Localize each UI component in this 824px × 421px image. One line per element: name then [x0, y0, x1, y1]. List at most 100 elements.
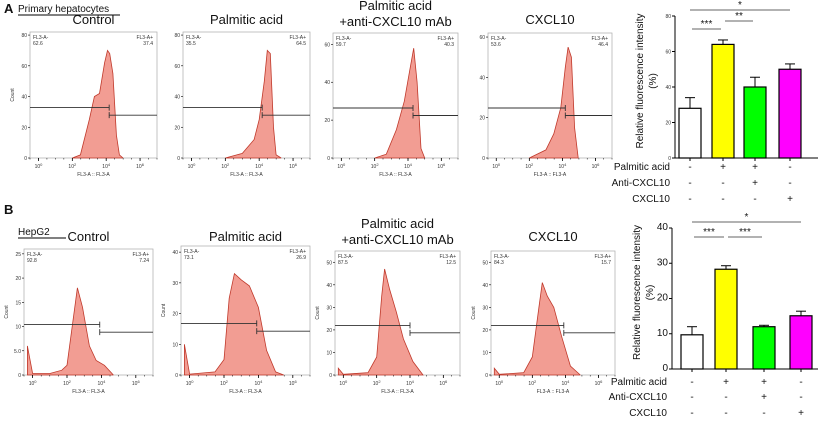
gate-neg-value: 92.8: [27, 258, 37, 264]
histogram-title: Palmitic acid: [359, 0, 432, 13]
x-tick-label: 104: [559, 162, 568, 170]
y-tick-label: 40: [172, 250, 178, 256]
x-tick-label: 100: [188, 162, 197, 170]
y-tick-label: 20: [174, 125, 180, 131]
y-tick-label: 20: [326, 328, 332, 334]
y-tick-label: 20: [479, 116, 485, 122]
y-tick-label: 5.0: [14, 349, 21, 355]
significance-label: ***: [739, 227, 751, 238]
histogram-title: +anti-CXCL10 mAb: [341, 232, 453, 247]
histogram-panel: 100 102 104 106: [486, 32, 613, 170]
y-tick-label: 0: [485, 373, 488, 379]
gate-neg-value: 84.3: [494, 260, 504, 266]
y-tick-label: 60: [174, 64, 180, 70]
condition-sign: -: [688, 178, 691, 189]
histogram-title: +anti-CXCL10 mAb: [339, 14, 451, 29]
x-tick-label: 102: [525, 162, 534, 170]
y-tick-label: 20: [21, 125, 27, 131]
gate-pos-label: FL3-A+: [289, 249, 306, 255]
condition-sign: +: [723, 377, 729, 388]
gate-neg-value: 35.5: [186, 41, 196, 47]
y-tick-label: 40: [482, 283, 488, 289]
x-axis-label: FL3-A :: FL3-A: [379, 172, 412, 178]
condition-sign: +: [752, 178, 758, 189]
condition-label: Anti-CXCL10: [612, 178, 671, 189]
histogram-title: CXCL10: [525, 12, 574, 27]
x-tick-label: 102: [68, 162, 77, 170]
histogram-panel: 100 102 104 106: [331, 32, 459, 170]
y-tick-label: 15: [15, 300, 21, 306]
significance-label: *: [745, 212, 749, 223]
gate-positive: [108, 112, 157, 119]
y-tick-label: 80: [174, 33, 180, 39]
panel-cell-type: HepG2: [18, 227, 50, 238]
bar: [711, 43, 735, 159]
gate-neg-label: FL3-A-: [491, 36, 507, 42]
x-axis-label: FL3-A :: FL3-A: [230, 172, 263, 178]
y-axis-label: Relative fluorescence intensity: [632, 225, 643, 360]
condition-sign: -: [721, 178, 724, 189]
y-tick-label: 60: [665, 50, 671, 56]
y-tick-label: 30: [326, 305, 332, 311]
condition-label: Palmitic acid: [614, 162, 670, 173]
x-tick-label: 102: [63, 379, 72, 387]
condition-sign: +: [761, 377, 767, 388]
condition-sign: -: [721, 194, 724, 205]
x-tick-label: 106: [136, 162, 145, 170]
y-tick-label: 10: [482, 350, 488, 356]
gate-positive: [99, 329, 153, 336]
gate-positive: [256, 328, 310, 335]
y-tick-label: 30: [482, 305, 488, 311]
histogram-area: [529, 46, 579, 159]
y-tick-label: 20: [657, 293, 669, 304]
histogram-area: [493, 282, 581, 376]
gate-pos-value: 26.9: [296, 255, 306, 261]
significance-label: *: [738, 0, 742, 11]
condition-sign: -: [690, 392, 693, 403]
histogram-title: CXCL10: [528, 229, 577, 244]
y-tick-label: 20: [15, 276, 21, 282]
y-tick-label: 50: [482, 260, 488, 266]
x-tick-label: 102: [220, 379, 229, 387]
gate-positive: [261, 112, 310, 119]
gate-pos-value: 40.3: [444, 42, 454, 48]
y-tick-label: 0: [177, 156, 180, 162]
condition-sign: -: [799, 392, 802, 403]
gate-pos-value: 15.7: [601, 260, 611, 266]
gate-neg-value: 87.5: [338, 260, 348, 266]
x-tick-label: 104: [562, 379, 571, 387]
x-tick-label: 102: [373, 379, 382, 387]
condition-label: Anti-CXCL10: [609, 392, 668, 403]
y-tick-label: 20: [324, 118, 330, 124]
x-tick-label: 104: [404, 162, 413, 170]
y-tick-label: 30: [172, 281, 178, 287]
y-tick-label: 0: [18, 373, 21, 379]
bar: [714, 268, 738, 370]
x-tick-label: 100: [35, 162, 44, 170]
histogram-area: [27, 287, 114, 376]
bar: [778, 68, 802, 159]
histogram-area: [337, 268, 424, 376]
y-axis-label: Count: [4, 305, 10, 319]
gate-neg-value: 59.7: [336, 42, 346, 48]
condition-sign: +: [752, 162, 758, 173]
x-tick-label: 106: [439, 379, 448, 387]
x-tick-label: 104: [98, 379, 107, 387]
gate-neg-value: 62.6: [33, 41, 43, 47]
y-tick-label: 40: [657, 222, 669, 233]
histogram-area: [72, 49, 124, 159]
gate-pos-label: FL3-A+: [594, 254, 611, 260]
condition-sign: -: [762, 408, 765, 419]
gate-positive: [412, 112, 458, 119]
y-tick-label: 20: [482, 328, 488, 334]
bar-chart: Relative fluorescence intensity (%): [632, 221, 818, 372]
gate-negative: [181, 320, 258, 327]
gate-pos-value: 37.4: [143, 41, 153, 47]
y-axis-label: Relative fluorescence intensity: [635, 13, 646, 148]
gate-neg-label: FL3-A-: [336, 36, 352, 42]
gate-pos-value: 12.5: [446, 260, 456, 266]
